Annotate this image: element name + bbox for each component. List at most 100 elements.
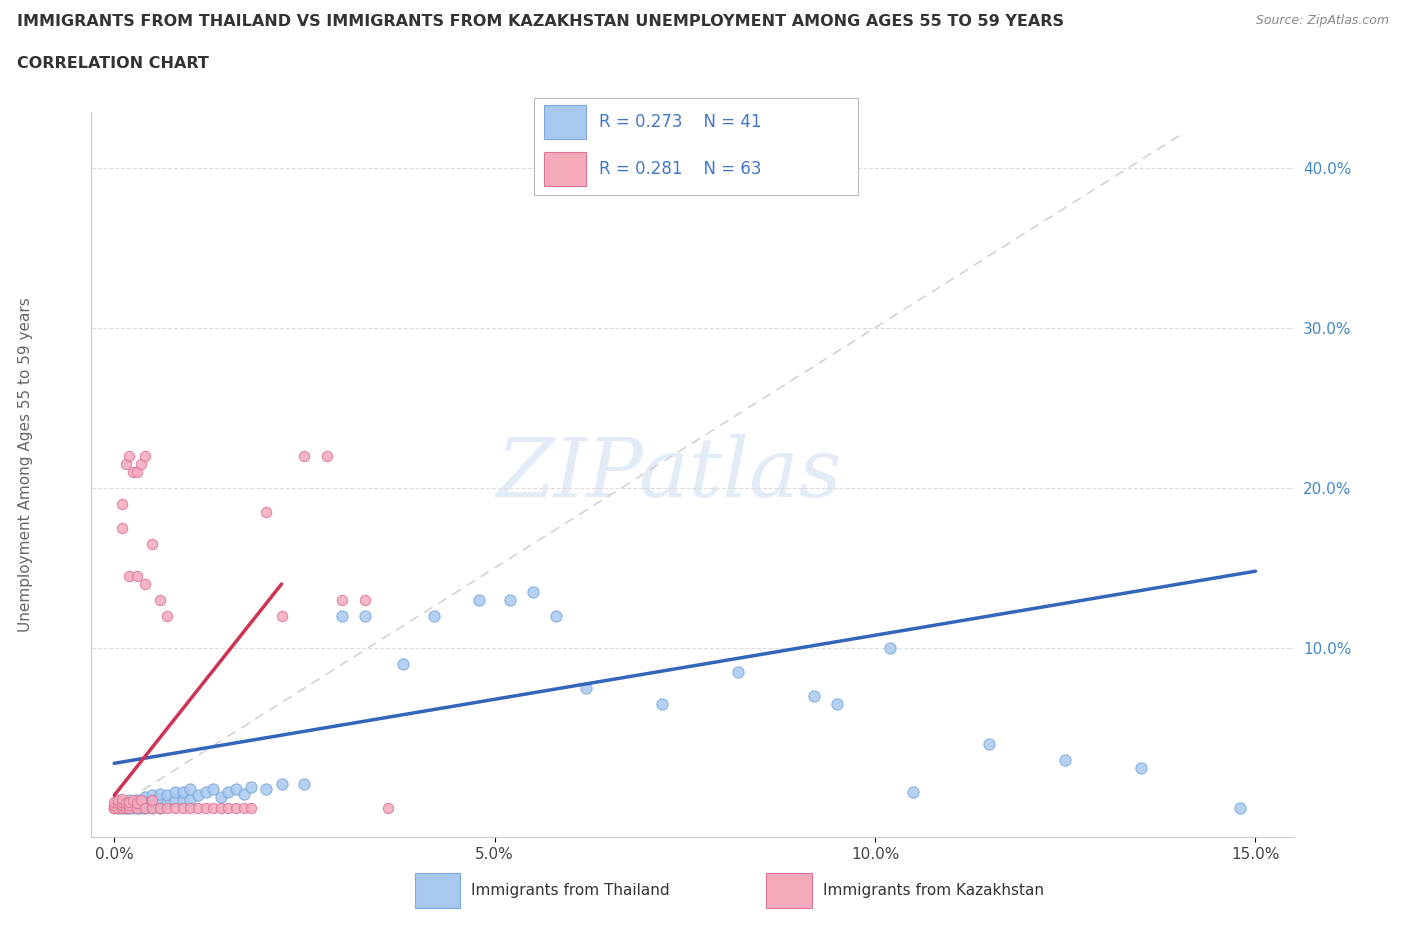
Point [332, 592, 354, 607]
Point [107, 801, 129, 816]
Point [122, 801, 145, 816]
Point [156, 788, 179, 803]
FancyBboxPatch shape [534, 98, 858, 195]
Point [118, 568, 141, 583]
Point [270, 777, 292, 791]
Point [217, 785, 239, 800]
Point [149, 787, 172, 802]
Point [165, 801, 187, 816]
Point [122, 792, 145, 807]
Point [165, 785, 187, 800]
Point [179, 801, 201, 816]
Point [125, 801, 148, 816]
Point [114, 796, 136, 811]
Point [156, 608, 179, 623]
Point [575, 681, 598, 696]
Point [156, 796, 179, 811]
Point [179, 792, 201, 807]
Point [111, 521, 134, 536]
Point [202, 801, 225, 816]
Point [103, 801, 125, 816]
Text: CORRELATION CHART: CORRELATION CHART [17, 56, 208, 71]
Point [107, 792, 129, 807]
FancyBboxPatch shape [766, 872, 813, 909]
Point [901, 785, 924, 800]
Point [254, 504, 277, 519]
Point [118, 794, 141, 809]
Point [209, 801, 232, 816]
FancyBboxPatch shape [544, 153, 586, 186]
Point [107, 796, 129, 811]
Point [232, 787, 254, 802]
Point [107, 801, 129, 816]
Point [423, 608, 446, 623]
Point [294, 448, 316, 463]
Point [240, 801, 263, 816]
FancyBboxPatch shape [415, 872, 461, 909]
Point [129, 801, 152, 816]
Point [141, 792, 163, 807]
Point [111, 798, 134, 813]
Point [122, 464, 145, 479]
Point [149, 801, 172, 816]
Point [1229, 801, 1251, 816]
Point [172, 792, 194, 807]
Point [111, 801, 134, 816]
Point [111, 794, 134, 809]
Point [111, 798, 134, 813]
Point [316, 448, 339, 463]
Point [544, 608, 567, 623]
Point [165, 792, 187, 807]
FancyBboxPatch shape [544, 105, 586, 139]
Point [125, 796, 148, 811]
Point [114, 457, 136, 472]
Point [114, 801, 136, 816]
Point [125, 801, 148, 816]
Point [225, 801, 247, 816]
Text: Source: ZipAtlas.com: Source: ZipAtlas.com [1256, 14, 1389, 27]
Point [141, 801, 163, 816]
Point [141, 792, 163, 807]
Text: R = 0.273    N = 41: R = 0.273 N = 41 [599, 113, 762, 131]
Point [1054, 752, 1077, 767]
Point [134, 794, 156, 809]
Point [240, 780, 263, 795]
Point [103, 798, 125, 813]
Text: Immigrants from Thailand: Immigrants from Thailand [471, 883, 669, 898]
Point [111, 497, 134, 512]
Point [468, 592, 491, 607]
Point [111, 801, 134, 816]
Point [499, 592, 522, 607]
Point [172, 785, 194, 800]
Point [522, 585, 544, 600]
Point [149, 791, 172, 806]
Point [156, 801, 179, 816]
Point [118, 792, 141, 807]
Point [392, 657, 415, 671]
Point [1130, 761, 1153, 776]
Point [141, 801, 163, 816]
Point [187, 801, 209, 816]
Text: R = 0.281    N = 63: R = 0.281 N = 63 [599, 160, 762, 178]
Point [979, 737, 1001, 751]
Text: Unemployment Among Ages 55 to 59 years: Unemployment Among Ages 55 to 59 years [18, 298, 32, 632]
Point [172, 801, 194, 816]
Point [377, 801, 399, 816]
Text: ZIPatlas: ZIPatlas [496, 434, 841, 514]
Point [118, 448, 141, 463]
Point [141, 537, 163, 551]
Point [354, 592, 377, 607]
Point [141, 788, 163, 803]
Point [125, 796, 148, 811]
Point [179, 781, 201, 796]
Point [354, 608, 377, 623]
Point [125, 792, 148, 807]
Point [114, 801, 136, 816]
Point [118, 801, 141, 816]
Text: IMMIGRANTS FROM THAILAND VS IMMIGRANTS FROM KAZAKHSTAN UNEMPLOYMENT AMONG AGES 5: IMMIGRANTS FROM THAILAND VS IMMIGRANTS F… [17, 14, 1064, 29]
Point [194, 785, 217, 800]
Point [111, 801, 134, 816]
Point [129, 792, 152, 807]
Point [125, 568, 148, 583]
Point [194, 801, 217, 816]
